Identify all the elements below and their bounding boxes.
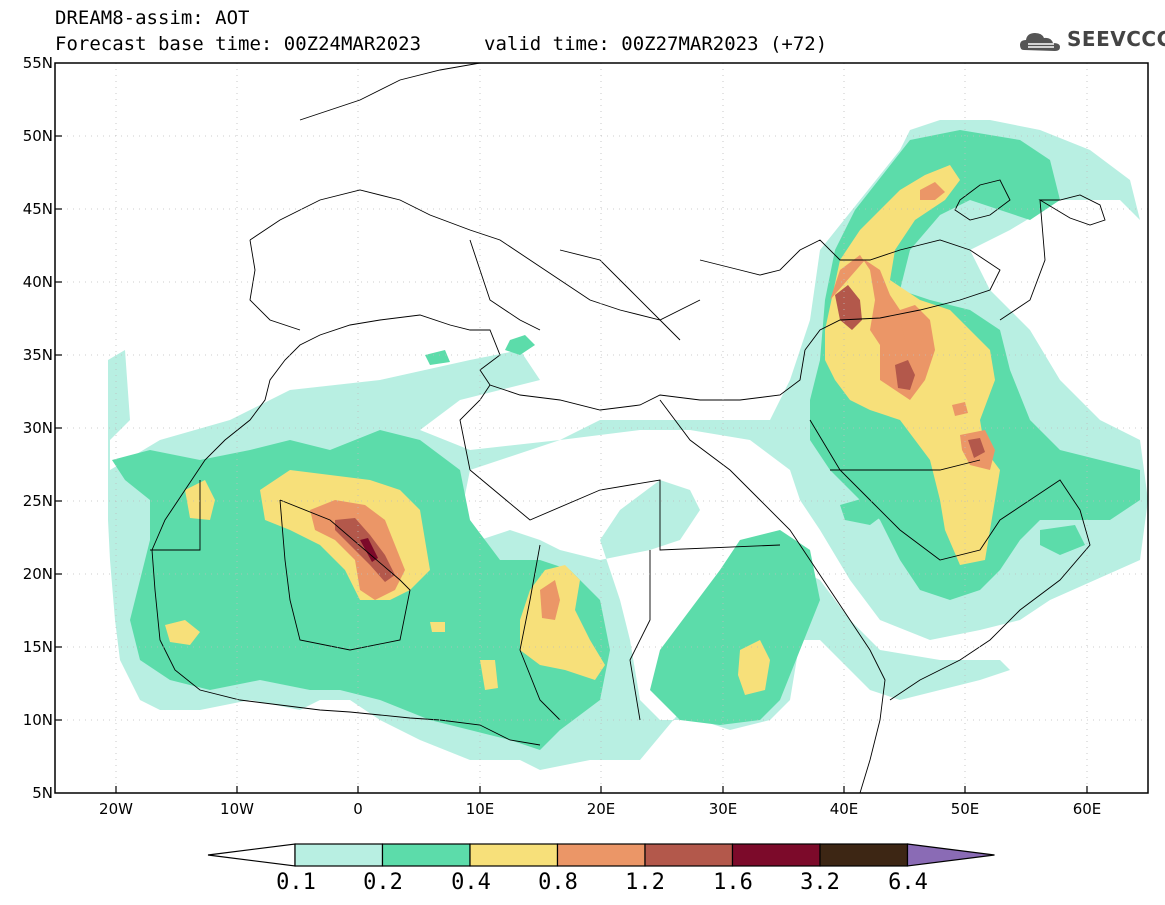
lat-label: 15N <box>22 638 53 656</box>
lon-label: 0 <box>353 800 363 818</box>
lat-label: 5N <box>32 784 53 802</box>
lon-label: 10E <box>465 800 495 818</box>
map-title: DREAM8-assim: AOT <box>55 7 250 29</box>
colorbar-label: 1.2 <box>625 870 665 895</box>
lat-label: 55N <box>22 54 53 72</box>
lat-label: 25N <box>22 492 53 510</box>
lat-label: 10N <box>22 711 53 729</box>
colorbar-label: 3.2 <box>800 870 840 895</box>
lon-label: 60E <box>1072 800 1102 818</box>
lon-label: 20W <box>99 800 133 818</box>
colorbar-label: 0.4 <box>451 870 491 895</box>
colorbar-label: 0.8 <box>538 870 578 895</box>
lat-label: 20N <box>22 565 53 583</box>
gridlines <box>55 63 1148 793</box>
tick-marks <box>55 135 1088 793</box>
lat-label: 30N <box>22 419 53 437</box>
coastlines <box>150 63 1106 793</box>
lat-label: 35N <box>22 346 53 364</box>
colorbar-label: 1.6 <box>713 870 753 895</box>
lon-label: 40E <box>829 800 859 818</box>
lat-label: 40N <box>22 273 53 291</box>
aot-contours <box>108 120 1148 770</box>
colorbar-label: 6.4 <box>888 870 928 895</box>
logo-text: SEEVCCC <box>1067 27 1165 51</box>
lon-label: 30E <box>708 800 738 818</box>
forecast-base-time: Forecast base time: 00Z24MAR2023 <box>55 33 422 55</box>
lon-label: 50E <box>950 800 980 818</box>
lat-label: 50N <box>22 127 53 145</box>
colorbar-label: 0.2 <box>363 870 403 895</box>
lon-label: 10W <box>220 800 254 818</box>
lat-label: 45N <box>22 200 53 218</box>
valid-time: valid time: 00Z27MAR2023 (+72) <box>484 33 828 55</box>
cloud-logo-icon <box>1020 33 1060 51</box>
colorbar-label: 0.1 <box>276 870 316 895</box>
lon-label: 20E <box>586 800 616 818</box>
